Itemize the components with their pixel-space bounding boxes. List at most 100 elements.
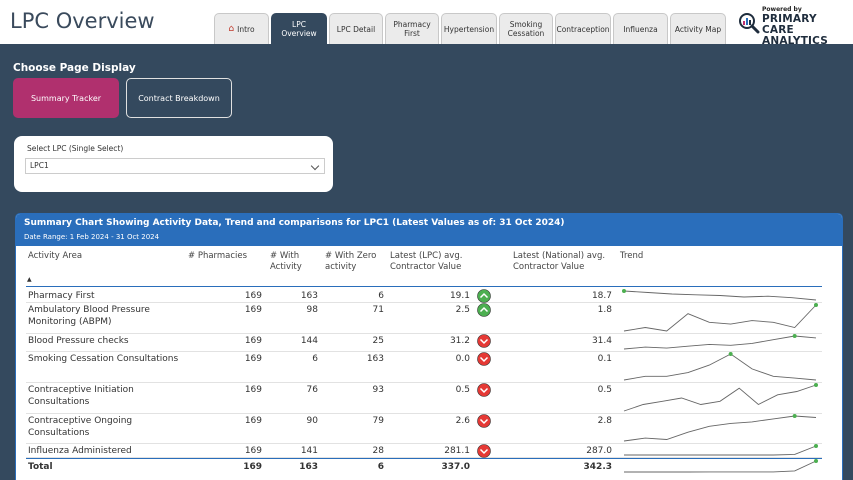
- col-trend[interactable]: Trend: [620, 251, 644, 261]
- activity-area-cell: Pharmacy First: [28, 291, 95, 301]
- trend-line: [624, 445, 817, 456]
- total-national-value: 342.3: [583, 462, 612, 472]
- tab-lpc-detail[interactable]: LPC Detail: [329, 13, 383, 44]
- table-row: Blood Pressure checks 169 144 25 31.2 31.4: [26, 334, 822, 352]
- tab-activity-map[interactable]: Activity Map: [670, 13, 726, 44]
- trend-max-point: [814, 444, 818, 448]
- summary-title: Summary Chart Showing Activity Data, Tre…: [24, 218, 565, 228]
- summary-header: Summary Chart Showing Activity Data, Tre…: [16, 214, 842, 246]
- activity-area-cell: Contraceptive Ongoing Consultations: [28, 416, 133, 438]
- tab-lpc-overview[interactable]: LPC Overview: [271, 13, 327, 44]
- national-value-cell: 0.5: [597, 385, 612, 395]
- trend-line: [623, 415, 817, 442]
- national-value-cell: 1.8: [597, 305, 612, 315]
- col-activity-area[interactable]: Activity Area: [28, 251, 83, 261]
- trend-max-point: [792, 334, 797, 338]
- col-with-activity[interactable]: # With Activity: [270, 251, 302, 272]
- pharmacies-cell: 169: [244, 336, 262, 346]
- tab-hypertension[interactable]: Hypertension: [441, 13, 497, 44]
- table-row: Smoking Cessation Consultations 169 6 163 0.…: [26, 352, 822, 383]
- pharmacies-cell: 169: [244, 291, 262, 301]
- activity-area-cell: Ambulatory Blood Pressure Monitoring (AB…: [28, 305, 150, 327]
- total-with-activity: 163: [299, 462, 318, 472]
- chevron-down-icon: [310, 161, 320, 171]
- zero-activity-cell: 28: [372, 446, 384, 456]
- col-zero-activity[interactable]: # With Zero activity: [325, 251, 377, 272]
- with-activity-cell: 90: [306, 416, 318, 426]
- trend-line: [623, 335, 817, 350]
- tab-influenza[interactable]: Influenza: [613, 13, 668, 44]
- national-value-cell: 287.0: [586, 446, 612, 456]
- activity-area-cell: Influenza Administered: [28, 446, 132, 456]
- trend-max-point: [622, 289, 626, 293]
- with-activity-cell: 98: [306, 305, 318, 315]
- trend-down-icon: [477, 352, 491, 366]
- tab-pharmacy-first[interactable]: Pharmacy First: [385, 13, 439, 44]
- zero-activity-cell: 79: [372, 416, 384, 426]
- page-title: LPC Overview: [10, 9, 155, 33]
- lpc-value-cell: 19.1: [449, 291, 470, 301]
- page-tabs: ⌂ Intro LPC Overview LPC Detail Pharmacy …: [214, 13, 726, 44]
- trend-line: [623, 304, 817, 332]
- table-row: Influenza Administered 169 141 28 281.1 287.0: [26, 444, 822, 458]
- total-pharmacies: 169: [243, 462, 262, 472]
- with-activity-cell: 141: [300, 446, 318, 456]
- total-trend-sparkline: [624, 459, 818, 473]
- trend-down-icon: [477, 414, 491, 428]
- date-range: Date Range: 1 Feb 2024 - 31 Oct 2024: [24, 233, 160, 241]
- app-header: LPC Overview ⌂ Intro LPC Overview LPC Det…: [0, 0, 853, 47]
- trend-down-icon: [477, 444, 491, 458]
- trend-max-point: [814, 459, 818, 463]
- trend-down-icon: [477, 334, 491, 348]
- activity-area-cell: Contraceptive Initiation Consultations: [28, 385, 134, 407]
- trend-up-icon: [477, 303, 491, 317]
- trend-sparkline: [623, 383, 818, 412]
- total-lpc-value: 337.0: [441, 462, 470, 472]
- table-row: Ambulatory Blood Pressure Monitoring (AB…: [26, 303, 822, 334]
- summary-chart-panel: Summary Chart Showing Activity Data, Tre…: [15, 213, 843, 480]
- lpc-select-dropdown[interactable]: LPC1: [25, 158, 325, 174]
- table-row: Contraceptive Initiation Consultations 16…: [26, 383, 822, 414]
- choose-page-display-label: Choose Page Display: [13, 62, 136, 74]
- sort-asc-icon: ▲: [27, 276, 32, 283]
- national-value-cell: 0.1: [597, 354, 612, 364]
- trend-max-point: [728, 352, 733, 356]
- tab-contraception[interactable]: Contraception: [555, 13, 611, 44]
- national-value-cell: 2.8: [597, 416, 612, 426]
- trend-line: [623, 353, 817, 381]
- lpc-value-cell: 281.1: [444, 446, 470, 456]
- pharmacies-cell: 169: [244, 354, 262, 364]
- col-pharmacies[interactable]: # Pharmacies: [188, 251, 248, 261]
- total-zero-activity: 6: [377, 462, 384, 472]
- trend-max-point: [814, 383, 818, 387]
- with-activity-cell: 6: [312, 354, 318, 364]
- total-label: Total: [28, 462, 53, 472]
- lpc-select-label: Select LPC (Single Select): [27, 144, 124, 153]
- table-row: Contraceptive Ongoing Consultations 169 90…: [26, 414, 822, 444]
- trend-max-point: [792, 414, 797, 418]
- summary-tracker-button[interactable]: Summary Tracker: [13, 78, 119, 118]
- national-value-cell: 31.4: [591, 336, 612, 346]
- tab-smoking-cessation[interactable]: Smoking Cessation: [499, 13, 553, 44]
- home-icon: ⌂: [228, 23, 235, 34]
- lpc-value-cell: 31.2: [449, 336, 470, 346]
- national-value-cell: 18.7: [591, 291, 612, 301]
- zero-activity-cell: 6: [378, 291, 384, 301]
- lpc-value-cell: 2.6: [455, 416, 470, 426]
- main-area: Choose Page Display Summary Tracker Cont…: [0, 44, 853, 480]
- trend-max-point: [814, 303, 818, 307]
- total-divider: [26, 458, 822, 459]
- col-lpc-value[interactable]: Latest (LPC) avg. Contractor Value: [390, 251, 463, 272]
- lpc-value-cell: 0.5: [455, 385, 470, 395]
- trend-sparkline: [623, 334, 817, 350]
- magnifier-chart-icon: [739, 13, 760, 34]
- trend-sparkline: [623, 303, 818, 332]
- trend-down-icon: [477, 383, 491, 397]
- header-divider: [26, 286, 822, 287]
- activity-area-cell: Smoking Cessation Consultations: [28, 354, 179, 364]
- tab-intro[interactable]: ⌂ Intro: [214, 13, 269, 44]
- contract-breakdown-button[interactable]: Contract Breakdown: [126, 78, 232, 118]
- pharmacies-cell: 169: [244, 416, 262, 426]
- col-national-value[interactable]: Latest (National) avg. Contractor Value: [513, 251, 606, 272]
- lpc-select-card: Select LPC (Single Select) LPC1: [14, 136, 333, 192]
